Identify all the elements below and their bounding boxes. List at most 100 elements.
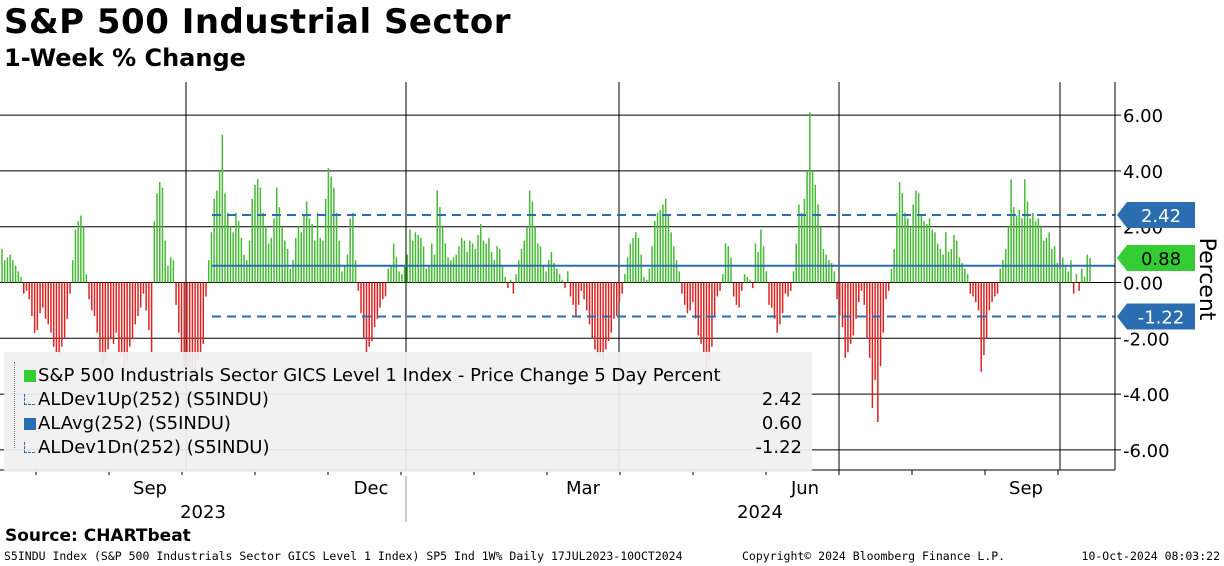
bar (735, 282, 738, 305)
bar (202, 282, 205, 344)
bar (338, 240, 341, 283)
bar (439, 207, 441, 283)
bar (210, 232, 213, 283)
bar (991, 282, 993, 303)
bar (1043, 240, 1045, 283)
bar (931, 229, 933, 283)
bar (278, 207, 281, 283)
bar (25, 282, 28, 291)
bar (96, 282, 98, 333)
bar (126, 282, 128, 361)
bar (186, 282, 188, 372)
bar (863, 282, 865, 305)
bar (55, 282, 58, 353)
bar (322, 240, 324, 283)
bar (363, 282, 365, 339)
bar (36, 282, 39, 330)
bar (866, 282, 868, 339)
bar (188, 282, 191, 378)
badge-dev-up-shape (1117, 201, 1195, 228)
bar (384, 282, 387, 297)
bar (349, 218, 351, 283)
bar (825, 254, 827, 283)
bar (784, 282, 787, 294)
bar (795, 243, 797, 283)
bar (852, 282, 855, 336)
bar (509, 279, 512, 283)
bar (197, 282, 199, 361)
bar (387, 268, 389, 283)
bar (458, 246, 460, 283)
bar (531, 201, 534, 283)
bar (392, 243, 395, 283)
bar (624, 274, 626, 283)
bar (88, 282, 90, 300)
y-tick-label: -2.00 (1123, 329, 1170, 350)
bar (697, 282, 700, 336)
legend-label: ALDev1Up(252) (S5INDU) (38, 389, 269, 410)
bar (961, 262, 963, 283)
bar (482, 240, 485, 283)
bar (368, 282, 370, 347)
bar (398, 271, 400, 283)
bar (994, 282, 996, 297)
badge-last-value-label: 0.88 (1141, 249, 1181, 270)
bar (912, 204, 914, 283)
bar (58, 282, 60, 356)
x-month-label: Jun (790, 478, 819, 499)
bar (792, 271, 795, 283)
bar (907, 218, 909, 283)
bar (447, 257, 449, 283)
bar (417, 235, 419, 283)
bar (662, 204, 664, 283)
bar (376, 282, 379, 319)
bar (656, 212, 659, 283)
bar (926, 223, 928, 283)
bar (455, 254, 457, 283)
bar (599, 282, 602, 358)
x-month-label: Mar (566, 478, 601, 499)
bar (942, 254, 944, 283)
bar (877, 282, 879, 422)
bar (42, 282, 44, 308)
bar (694, 282, 697, 319)
bar (1056, 262, 1059, 283)
bar (425, 268, 428, 283)
bar (964, 268, 966, 283)
bar (496, 246, 498, 283)
bar (708, 282, 710, 361)
bar (357, 282, 360, 291)
bar (406, 254, 409, 283)
x-year-label: 2023 (180, 502, 226, 523)
bar (945, 232, 947, 283)
bar (164, 240, 166, 283)
badge-dev-down-label: -1.22 (1138, 308, 1185, 329)
bar (12, 260, 14, 283)
bar (373, 282, 376, 328)
bar (526, 226, 528, 283)
bar (537, 243, 539, 283)
y-tick-label: -6.00 (1123, 441, 1170, 462)
bar (422, 246, 425, 283)
bar (765, 271, 768, 283)
bar (988, 282, 991, 311)
dashed-line-icon (24, 394, 35, 405)
bar (335, 212, 338, 283)
bar (749, 279, 751, 283)
bar (1021, 218, 1023, 283)
bar (629, 243, 632, 283)
bar (232, 232, 234, 283)
bar (341, 271, 343, 283)
bar (885, 282, 887, 300)
bar (452, 257, 455, 283)
bar (501, 265, 504, 283)
bar (460, 237, 463, 283)
bar (490, 251, 493, 283)
bar (172, 260, 175, 283)
bar (431, 243, 433, 283)
bar (112, 282, 115, 344)
bar (849, 282, 852, 344)
bar (637, 237, 640, 283)
bar (915, 190, 917, 283)
bar (69, 282, 71, 294)
